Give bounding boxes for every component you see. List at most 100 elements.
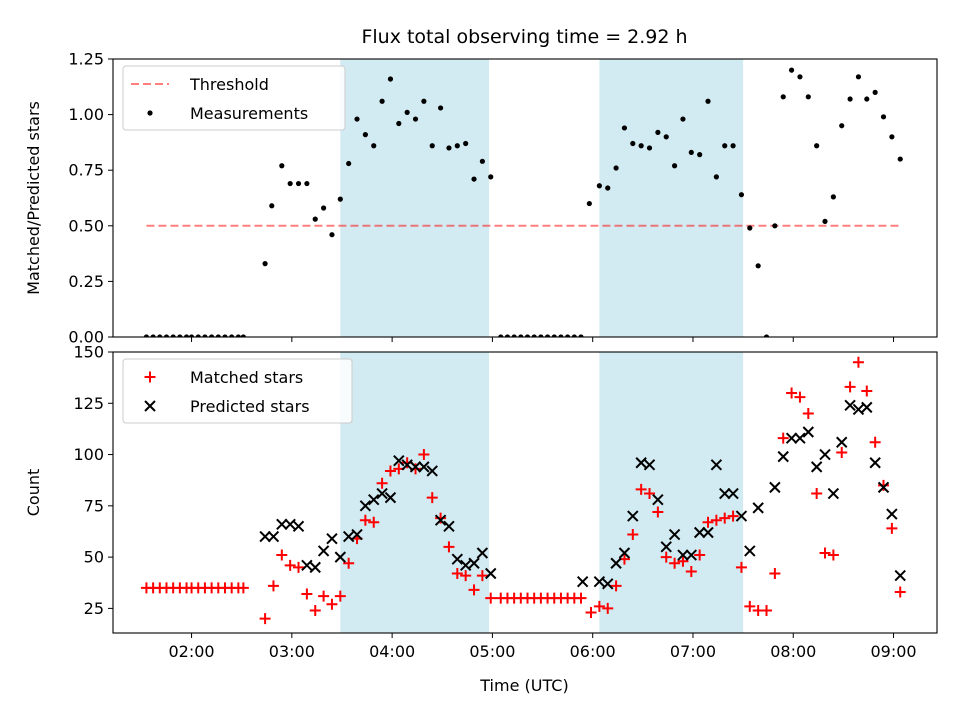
predicted-star-point <box>443 520 455 533</box>
matched-star-point <box>602 602 614 614</box>
y-tick-label: 50 <box>84 548 104 567</box>
x-tick-label: 05:00 <box>469 642 515 661</box>
top-panel: 0.00 0.25 0.50 0.75 1.00 1.25 Matched/Predicte… <box>24 50 938 347</box>
measurement-point <box>551 334 557 337</box>
predicted-star-point <box>267 530 280 543</box>
measurement-point <box>680 116 686 122</box>
top-legend: Threshold Measurements <box>122 65 346 131</box>
x-tick-label: 07:00 <box>670 642 716 661</box>
matched-star-point <box>878 479 890 491</box>
measurement-point <box>558 334 564 337</box>
measurement-point <box>638 143 644 149</box>
predicted-star-point <box>668 528 681 541</box>
matched-star-point <box>284 559 296 571</box>
y-tick-label: 0.75 <box>68 161 104 180</box>
predicted-star-point <box>376 487 388 500</box>
measurement-point <box>511 334 517 337</box>
matched-star-point <box>318 590 330 602</box>
top-plot-area <box>143 59 903 337</box>
legend-matched-swatch <box>144 371 156 383</box>
predicted-star-point <box>719 487 731 500</box>
matched-star-point <box>819 547 831 559</box>
matched-star-point <box>451 568 463 580</box>
measurement-point <box>855 74 862 80</box>
x-tick-label: 02:00 <box>169 642 215 661</box>
legend-predicted-swatch <box>144 400 156 412</box>
predicted-star-point <box>610 557 622 569</box>
legend-box <box>122 65 346 131</box>
y-tick-label: 1.00 <box>68 105 104 124</box>
y-tick-label: 0.25 <box>68 272 104 291</box>
y-tick-label: 125 <box>73 394 104 413</box>
measurement-point <box>320 205 327 211</box>
x-tick-label: 09:00 <box>870 642 916 661</box>
matched-star-point <box>844 381 856 393</box>
measurement-point <box>269 203 275 209</box>
observing-interval-shade <box>340 352 490 633</box>
measurement-point <box>150 334 156 337</box>
y-tick-label: 0.50 <box>68 216 104 235</box>
measurement-point <box>488 174 494 180</box>
measurement-point <box>788 67 795 73</box>
measurement-point <box>262 261 268 267</box>
matched-star-point <box>735 561 747 573</box>
predicted-star-point <box>635 457 647 469</box>
measurement-point <box>697 152 703 158</box>
predicted-star-point <box>769 481 781 494</box>
measurement-point <box>157 334 163 337</box>
measurement-point <box>571 334 577 337</box>
measurement-point <box>705 98 711 104</box>
measurement-point <box>354 116 360 122</box>
measurement-point <box>421 98 427 104</box>
matched-star-point <box>309 604 321 616</box>
matched-star-point <box>627 529 639 541</box>
measurement-point <box>772 223 778 229</box>
legend-entry-label: Predicted stars <box>190 397 310 416</box>
measurement-point <box>722 143 728 149</box>
matched-star-point <box>359 514 371 526</box>
y-tick-label: 100 <box>73 445 104 464</box>
matched-star-point <box>593 600 605 612</box>
y-tick-label: 0.00 <box>68 328 104 347</box>
observing-interval-shade <box>599 59 744 337</box>
measurement-point <box>797 74 803 80</box>
predicted-star-point <box>259 530 271 543</box>
measurement-point <box>713 174 719 180</box>
y-axis-label: Matched/Predicted stars <box>24 101 43 295</box>
measurement-point <box>183 334 190 337</box>
predicted-star-point <box>794 432 806 444</box>
predicted-star-point <box>401 459 413 471</box>
matched-star-point <box>368 516 380 528</box>
y-tick-label: 75 <box>84 496 104 515</box>
predicted-star-point <box>652 493 664 506</box>
measurement-point <box>379 98 385 104</box>
matched-star-point <box>293 561 305 573</box>
matched-star-point <box>777 432 789 444</box>
matched-star-point <box>585 606 597 618</box>
matched-star-point <box>384 465 396 477</box>
measurement-point <box>763 334 770 337</box>
measurement-point <box>655 129 661 135</box>
matched-star-point <box>575 592 587 604</box>
measurement-point <box>188 334 195 337</box>
matched-star-point <box>886 522 898 534</box>
bottom-panel: 25 50 75 100 125 150 02:00 03:00 04:00 05:00 06:00… <box>24 343 938 661</box>
legend-entry-label: Measurements <box>190 104 308 123</box>
predicted-star-point <box>451 553 464 565</box>
measurement-point <box>830 194 836 200</box>
matched-star-point <box>685 565 697 577</box>
x-tick-label: 04:00 <box>369 642 415 661</box>
predicted-star-point <box>869 457 881 469</box>
matched-star-point <box>468 584 480 596</box>
bottom-axes-frame <box>112 351 938 634</box>
matched-star-point <box>435 512 447 524</box>
matched-star-point <box>485 592 497 604</box>
measurement-point <box>498 334 504 337</box>
matched-star-point <box>610 580 622 592</box>
matched-star-point <box>443 541 455 553</box>
predicted-star-point <box>785 432 798 444</box>
predicted-star-point <box>802 426 815 438</box>
measurement-point <box>586 200 592 207</box>
matched-star-point <box>426 492 438 504</box>
